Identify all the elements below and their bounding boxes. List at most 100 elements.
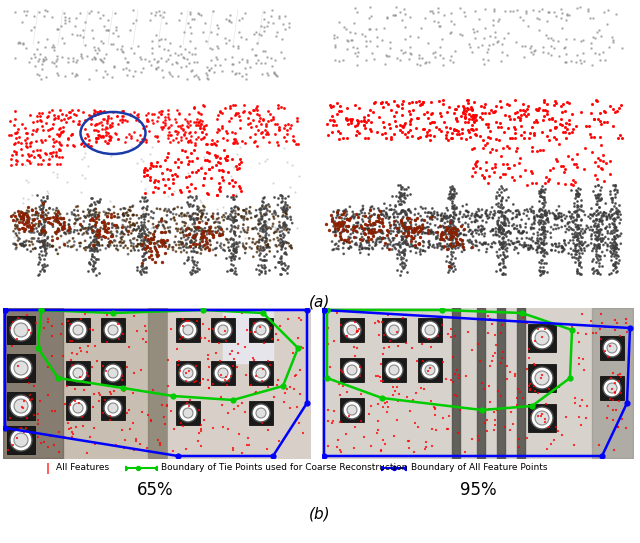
Point — [404, 13, 415, 22]
Point — [33, 260, 43, 268]
Point — [404, 116, 415, 125]
Point — [420, 14, 430, 23]
Point — [611, 263, 621, 272]
Point — [502, 100, 513, 109]
Point — [192, 257, 202, 266]
Point — [397, 229, 408, 237]
Point — [350, 226, 360, 235]
Point — [211, 244, 221, 252]
Point — [438, 60, 449, 69]
Point — [433, 211, 443, 219]
Point — [394, 208, 404, 217]
Point — [396, 262, 406, 270]
Point — [40, 245, 50, 254]
Point — [109, 212, 119, 221]
Point — [406, 226, 417, 235]
Point — [499, 186, 509, 194]
Point — [420, 59, 430, 67]
Point — [17, 212, 28, 221]
Point — [546, 34, 556, 43]
Point — [470, 167, 481, 176]
Point — [218, 423, 228, 432]
Point — [202, 210, 212, 218]
Point — [68, 234, 78, 243]
Point — [292, 113, 302, 122]
Point — [106, 114, 116, 123]
Point — [42, 234, 52, 243]
Point — [288, 135, 298, 144]
Point — [62, 317, 72, 326]
Point — [90, 221, 100, 230]
Point — [99, 115, 109, 123]
Point — [158, 228, 168, 237]
Point — [431, 233, 442, 242]
Point — [117, 239, 127, 248]
Point — [572, 240, 582, 249]
Point — [356, 30, 367, 39]
Point — [278, 238, 288, 247]
Point — [217, 230, 227, 238]
Point — [385, 213, 395, 222]
Point — [43, 218, 53, 226]
Point — [396, 255, 406, 263]
Point — [467, 242, 477, 251]
Point — [137, 241, 147, 250]
Point — [58, 223, 68, 231]
Point — [608, 214, 618, 223]
Point — [608, 396, 618, 405]
Point — [279, 230, 289, 239]
Point — [204, 245, 214, 254]
Point — [57, 127, 67, 136]
Point — [479, 384, 489, 393]
Point — [214, 166, 225, 174]
Point — [437, 228, 447, 237]
Point — [418, 242, 428, 250]
Point — [595, 233, 605, 242]
Point — [36, 226, 47, 235]
Point — [178, 228, 188, 236]
Point — [539, 98, 549, 107]
Point — [255, 226, 265, 235]
Point — [572, 247, 582, 256]
Point — [58, 351, 68, 360]
Point — [161, 401, 172, 410]
Point — [397, 248, 408, 257]
Point — [572, 223, 582, 232]
Point — [182, 223, 193, 232]
Point — [132, 242, 143, 251]
Point — [240, 8, 250, 17]
Point — [197, 209, 207, 218]
Point — [548, 132, 559, 141]
Point — [369, 55, 379, 64]
Point — [561, 9, 572, 18]
Point — [463, 40, 474, 48]
Point — [522, 205, 532, 214]
Point — [238, 239, 248, 248]
Point — [588, 217, 598, 225]
Point — [465, 132, 476, 141]
Point — [160, 118, 170, 127]
Point — [458, 129, 468, 137]
Point — [562, 11, 572, 20]
Point — [198, 375, 209, 383]
Point — [124, 206, 134, 214]
Point — [495, 208, 506, 217]
Point — [285, 183, 295, 192]
Point — [76, 225, 86, 234]
Point — [566, 185, 576, 194]
Point — [229, 254, 239, 262]
Point — [36, 211, 47, 220]
Point — [231, 248, 241, 256]
Point — [452, 228, 462, 236]
Point — [129, 220, 140, 229]
Point — [208, 245, 218, 254]
Point — [460, 219, 470, 228]
Point — [198, 124, 208, 132]
Point — [58, 213, 68, 222]
Point — [195, 124, 205, 132]
Point — [205, 224, 215, 233]
Point — [194, 243, 204, 252]
Point — [484, 172, 494, 180]
Point — [228, 193, 238, 201]
Point — [77, 108, 88, 116]
